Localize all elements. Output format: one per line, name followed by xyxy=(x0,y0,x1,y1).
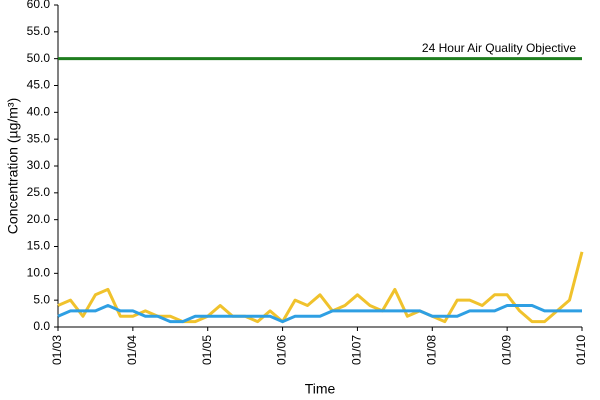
y-tick-label: 40.0 xyxy=(27,105,51,119)
y-tick-label: 0.0 xyxy=(33,319,50,333)
series-line xyxy=(57,251,584,324)
x-tick-label: 01/03 xyxy=(50,335,64,365)
series-line xyxy=(57,304,582,324)
y-tick-label: 45.0 xyxy=(27,78,51,92)
x-tick-label: 01/09 xyxy=(499,335,513,365)
y-tick-label: 10.0 xyxy=(27,266,51,280)
y-tick-label: 60.0 xyxy=(27,0,51,11)
y-axis-title: Concentration (µg/m³) xyxy=(5,98,21,234)
y-tick-label: 25.0 xyxy=(27,185,51,199)
y-tick-label: 30.0 xyxy=(27,158,51,172)
x-tick-label: 01/08 xyxy=(424,335,438,365)
x-tick-label: 01/05 xyxy=(200,335,214,365)
x-tick-label: 01/06 xyxy=(275,335,289,365)
y-tick-label: 15.0 xyxy=(27,239,51,253)
y-tick-label: 55.0 xyxy=(27,24,51,38)
x-tick-label: 01/07 xyxy=(350,335,364,365)
y-tick-label: 35.0 xyxy=(27,131,51,145)
x-tick-label: 01/04 xyxy=(125,335,139,365)
objective-label: 24 Hour Air Quality Objective xyxy=(422,41,576,55)
x-axis-title: Time xyxy=(305,381,336,397)
y-tick-label: 50.0 xyxy=(27,51,51,65)
x-tick-label: 01/10 xyxy=(574,335,588,365)
y-tick-label: 5.0 xyxy=(33,292,50,306)
y-tick-label: 20.0 xyxy=(27,212,51,226)
